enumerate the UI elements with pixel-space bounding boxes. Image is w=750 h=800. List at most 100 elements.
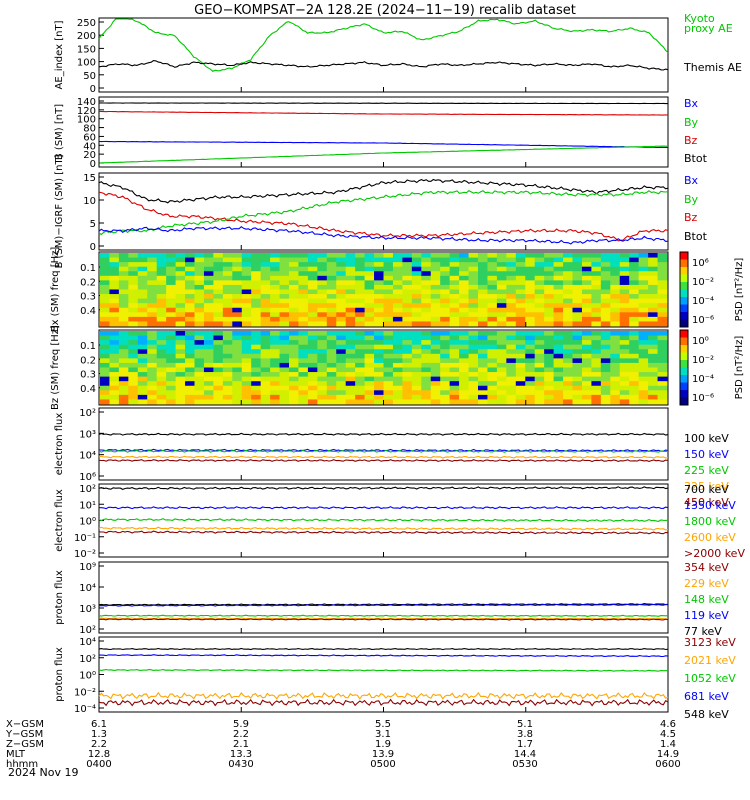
heatmap-cell [534, 253, 545, 258]
heatmap-cell [459, 394, 469, 400]
heatmap-cell [383, 312, 394, 318]
legend-label: 1350 keV [684, 499, 736, 512]
heatmap-cell [449, 381, 460, 387]
heatmap-cell [222, 394, 233, 400]
heatmap-cell [307, 271, 318, 277]
heatmap-cell [610, 275, 621, 281]
heatmap-cell [515, 372, 526, 378]
heatmap-cell [109, 367, 120, 373]
heatmap-cell [222, 335, 233, 341]
heatmap-cell [421, 253, 432, 258]
heatmap-cell [251, 280, 262, 286]
heatmap-cell [506, 280, 517, 286]
heatmap-cell [525, 284, 536, 290]
heatmap-cell [468, 271, 479, 277]
heatmap-cell [553, 331, 564, 336]
heatmap-cell [222, 353, 233, 359]
heatmap-cell [534, 289, 545, 295]
heatmap-cell [600, 266, 611, 272]
heatmap-cell [563, 298, 573, 304]
heatmap-cell [496, 284, 507, 290]
heatmap-cell [610, 257, 621, 263]
series-line-3123-kev [98, 698, 669, 707]
heatmap-cell [213, 257, 224, 263]
heatmap-cell [137, 307, 148, 313]
panel-bzspec: Bz (SM) freq [Hz] 0.10.20.30.410⁰10⁻²10⁻⁴… [50, 325, 745, 410]
heatmap-cell [137, 289, 148, 295]
heatmap-cell [241, 289, 252, 295]
heatmap-cell [147, 390, 158, 396]
heatmap-cell [600, 349, 611, 355]
heatmap-cell [544, 303, 554, 309]
heatmap-cell [279, 367, 290, 373]
heatmap-cell [515, 367, 526, 373]
heatmap-cell [392, 349, 403, 355]
heatmap-cell [525, 312, 536, 318]
heatmap-cell [591, 321, 602, 327]
heatmap-cell [109, 321, 120, 327]
heatmap-cell [166, 385, 176, 391]
heatmap-cell [307, 307, 318, 313]
heatmap-cell [232, 390, 243, 396]
heatmap-cell [506, 344, 517, 350]
heatmap-cell [109, 284, 120, 290]
heatmap-cell [478, 340, 488, 346]
heatmap-cell [581, 394, 592, 400]
heatmap-cell [591, 280, 602, 286]
heatmap-cell [241, 362, 252, 368]
heatmap-cell [213, 349, 224, 355]
heatmap-cell [487, 280, 498, 286]
heatmap-cell [374, 253, 384, 258]
heatmap-cell [270, 335, 280, 341]
heatmap-cell [289, 262, 299, 268]
heatmap-cell [147, 376, 158, 382]
heatmap-cell [128, 390, 139, 396]
heatmap-cell [355, 367, 365, 373]
heatmap-cell [100, 294, 110, 300]
heatmap-cell [326, 381, 337, 387]
heatmap-cell [515, 376, 526, 382]
heatmap-cell [449, 289, 460, 295]
heatmap-cell [581, 399, 592, 405]
heatmap-cell [270, 253, 280, 258]
legend-label: By [684, 116, 699, 129]
heatmap-cell [270, 340, 280, 346]
legend-label: 229 keV [684, 577, 729, 590]
heatmap-cell [563, 344, 573, 350]
heatmap-cell [307, 294, 318, 300]
heatmap-cell [213, 253, 224, 258]
heatmap-cell [600, 358, 611, 364]
heatmap-cell [166, 381, 176, 387]
heatmap-cell [459, 321, 469, 327]
heatmap-cell [487, 275, 498, 281]
heatmap-cell [109, 362, 120, 368]
heatmap-cell [411, 284, 422, 290]
heatmap-cell [619, 376, 630, 382]
heatmap-cell [109, 385, 120, 391]
heatmap-cell [213, 358, 224, 364]
heatmap-cell [156, 394, 167, 400]
heatmap-cell [619, 331, 630, 336]
heatmap-cell [307, 253, 318, 258]
heatmap-cell [326, 358, 337, 364]
heatmap-cell [581, 331, 592, 336]
heatmap-cell [440, 344, 451, 350]
heatmap-cell [175, 262, 186, 268]
heatmap-cell [326, 362, 337, 368]
heatmap-cell [459, 312, 469, 318]
heatmap-cell [402, 390, 413, 396]
heatmap-cell [619, 253, 630, 258]
heatmap-cell [392, 340, 403, 346]
heatmap-cell [553, 321, 564, 327]
heatmap-cell [336, 372, 347, 378]
heatmap-cell [544, 344, 554, 350]
heatmap-cell [392, 316, 403, 322]
heatmap-cell [100, 353, 110, 359]
heatmap-cell [392, 312, 403, 318]
heatmap-cell [553, 335, 564, 341]
heatmap-cell [156, 353, 167, 359]
heatmap-cell [317, 257, 328, 263]
heatmap-cell [478, 312, 488, 318]
heatmap-cell [600, 390, 611, 396]
heatmap-cell [118, 358, 129, 364]
